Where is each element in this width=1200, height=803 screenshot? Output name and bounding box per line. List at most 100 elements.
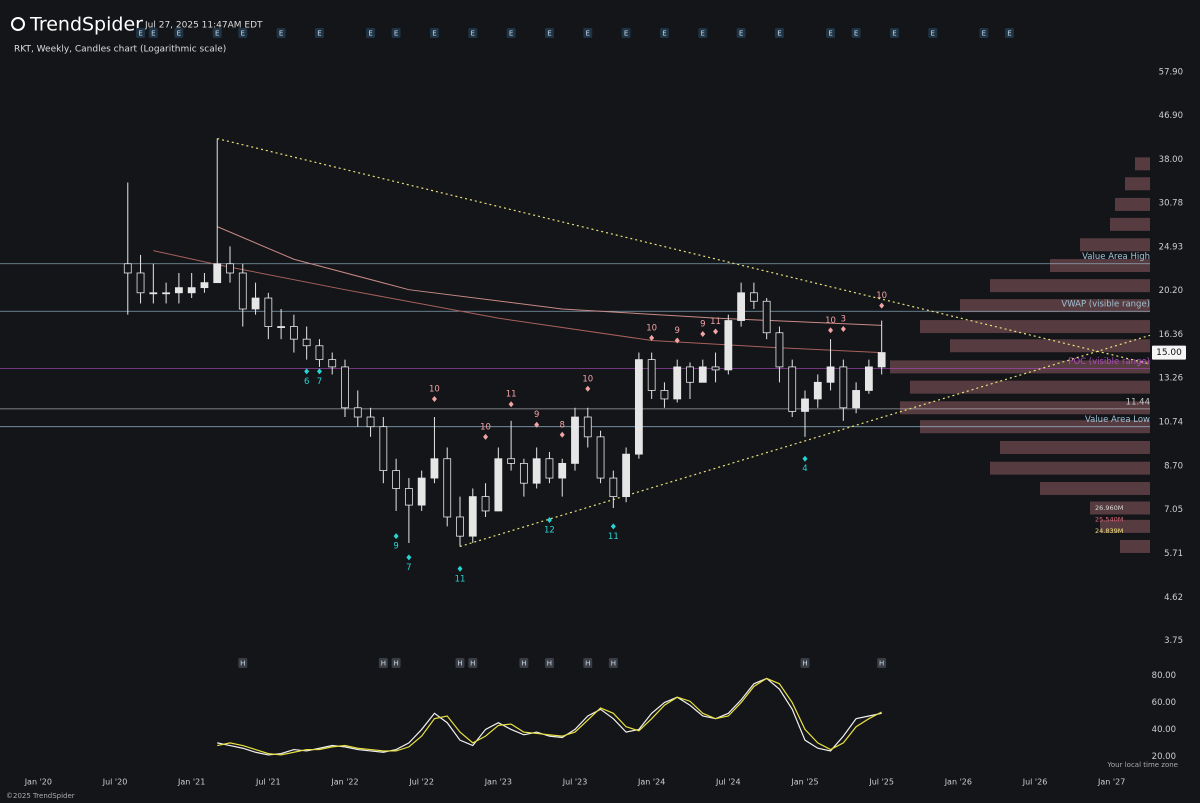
candle-body bbox=[123, 263, 132, 274]
earnings-marker: E bbox=[215, 30, 219, 38]
candle-body bbox=[724, 320, 733, 371]
earnings-marker-box bbox=[659, 28, 669, 38]
candle-body bbox=[839, 366, 848, 409]
h-marker-box bbox=[877, 658, 887, 668]
volume-label: 24.839M bbox=[1095, 527, 1123, 535]
td-marker bbox=[431, 395, 437, 402]
td-count: 6 bbox=[304, 377, 309, 387]
candle-body bbox=[519, 462, 528, 484]
volume-profile-bar bbox=[900, 401, 1150, 415]
y-tick-label: 16.36 bbox=[1159, 330, 1183, 340]
candle-body bbox=[353, 407, 362, 418]
earnings-marker-box bbox=[698, 28, 708, 38]
candle-body bbox=[379, 426, 388, 472]
y-tick-label: 8.70 bbox=[1164, 461, 1183, 471]
candle-body bbox=[545, 458, 554, 479]
volume-profile-bar bbox=[1000, 440, 1150, 454]
volume-profile-bar bbox=[950, 339, 1150, 353]
td-marker bbox=[508, 401, 514, 408]
td-count: 9 bbox=[534, 410, 539, 420]
earnings-marker: E bbox=[241, 30, 245, 38]
level-label: VWAP (visible range) bbox=[1061, 300, 1150, 310]
td-marker bbox=[304, 368, 310, 375]
h-marker-box bbox=[519, 658, 529, 668]
volume-label: 26.960M bbox=[1095, 504, 1123, 512]
x-tick-label: Jan '23 bbox=[484, 778, 512, 787]
earnings-marker: E bbox=[1007, 30, 1011, 38]
candle-body bbox=[762, 300, 771, 334]
volume-profile-bar bbox=[1040, 481, 1150, 495]
td-count: 11 bbox=[506, 390, 517, 400]
h-marker: H bbox=[457, 660, 462, 668]
candle-body bbox=[289, 326, 298, 340]
candle-body bbox=[609, 477, 618, 498]
td-count: 12 bbox=[544, 526, 555, 536]
td-count: 7 bbox=[406, 563, 411, 573]
td-count: 10 bbox=[876, 291, 887, 301]
earnings-marker: E bbox=[138, 30, 142, 38]
h-marker-box bbox=[468, 658, 478, 668]
candle-body bbox=[328, 359, 337, 368]
x-tick-label: Jul '20 bbox=[102, 778, 128, 787]
candle-body bbox=[634, 359, 643, 455]
candle-body bbox=[813, 381, 822, 400]
candle-body bbox=[877, 352, 886, 368]
osc-tick-label: 40.00 bbox=[1152, 725, 1176, 735]
h-marker: H bbox=[547, 660, 552, 668]
earnings-marker: E bbox=[931, 30, 935, 38]
candle-body bbox=[341, 366, 349, 409]
earnings-marker-box bbox=[928, 28, 938, 38]
earnings-marker: E bbox=[892, 30, 896, 38]
td-marker bbox=[585, 385, 591, 392]
x-tick-label: Jul '26 bbox=[1022, 778, 1048, 787]
earnings-marker-box bbox=[276, 28, 286, 38]
earnings-marker-box bbox=[583, 28, 593, 38]
candle-body bbox=[660, 390, 669, 400]
td-count: 10 bbox=[582, 374, 593, 384]
earnings-marker: E bbox=[662, 30, 666, 38]
candle-body bbox=[366, 416, 375, 428]
y-tick-label: 4.62 bbox=[1164, 593, 1183, 603]
earnings-marker: E bbox=[432, 30, 436, 38]
candle-body bbox=[302, 338, 311, 347]
earnings-marker-box bbox=[136, 28, 146, 38]
td-marker bbox=[828, 327, 834, 334]
candle-body bbox=[251, 297, 260, 310]
td-marker bbox=[674, 337, 680, 344]
td-marker bbox=[457, 565, 463, 572]
td-count: 4 bbox=[802, 464, 807, 474]
volume-profile-bar bbox=[1110, 217, 1150, 231]
x-tick-label: Jul '24 bbox=[715, 778, 741, 787]
y-tick-label: 7.05 bbox=[1164, 505, 1183, 515]
x-tick-label: Jul '22 bbox=[408, 778, 434, 787]
candle-body bbox=[136, 272, 145, 294]
earnings-marker: E bbox=[982, 30, 986, 38]
candle-body bbox=[417, 477, 426, 506]
volume-profile-bar bbox=[920, 320, 1150, 334]
x-tick-label: Jan '22 bbox=[330, 778, 358, 787]
td-marker bbox=[534, 421, 540, 428]
td-count: 9 bbox=[393, 542, 398, 552]
candle-body bbox=[315, 345, 324, 361]
earnings-marker: E bbox=[317, 30, 321, 38]
y-tick-label: 30.78 bbox=[1159, 199, 1183, 209]
candle-body bbox=[174, 287, 183, 294]
osc-tick-label: 60.00 bbox=[1152, 698, 1176, 708]
td-marker bbox=[840, 326, 846, 333]
earnings-marker: E bbox=[151, 30, 155, 38]
candle-body bbox=[507, 458, 516, 464]
earnings-marker-box bbox=[621, 28, 631, 38]
earnings-marker-box bbox=[774, 28, 784, 38]
candle-body bbox=[430, 458, 439, 479]
earnings-marker-box bbox=[314, 28, 324, 38]
x-tick-label: Jan '20 bbox=[24, 778, 52, 787]
y-tick-label: 57.90 bbox=[1159, 67, 1183, 77]
earnings-marker: E bbox=[471, 30, 475, 38]
h-marker-box bbox=[238, 658, 248, 668]
candle-body bbox=[456, 516, 464, 537]
td-count: 10 bbox=[480, 422, 491, 432]
earnings-marker-box bbox=[1004, 28, 1014, 38]
h-marker-box bbox=[608, 658, 618, 668]
volume-label: 25.540M bbox=[1095, 516, 1123, 524]
